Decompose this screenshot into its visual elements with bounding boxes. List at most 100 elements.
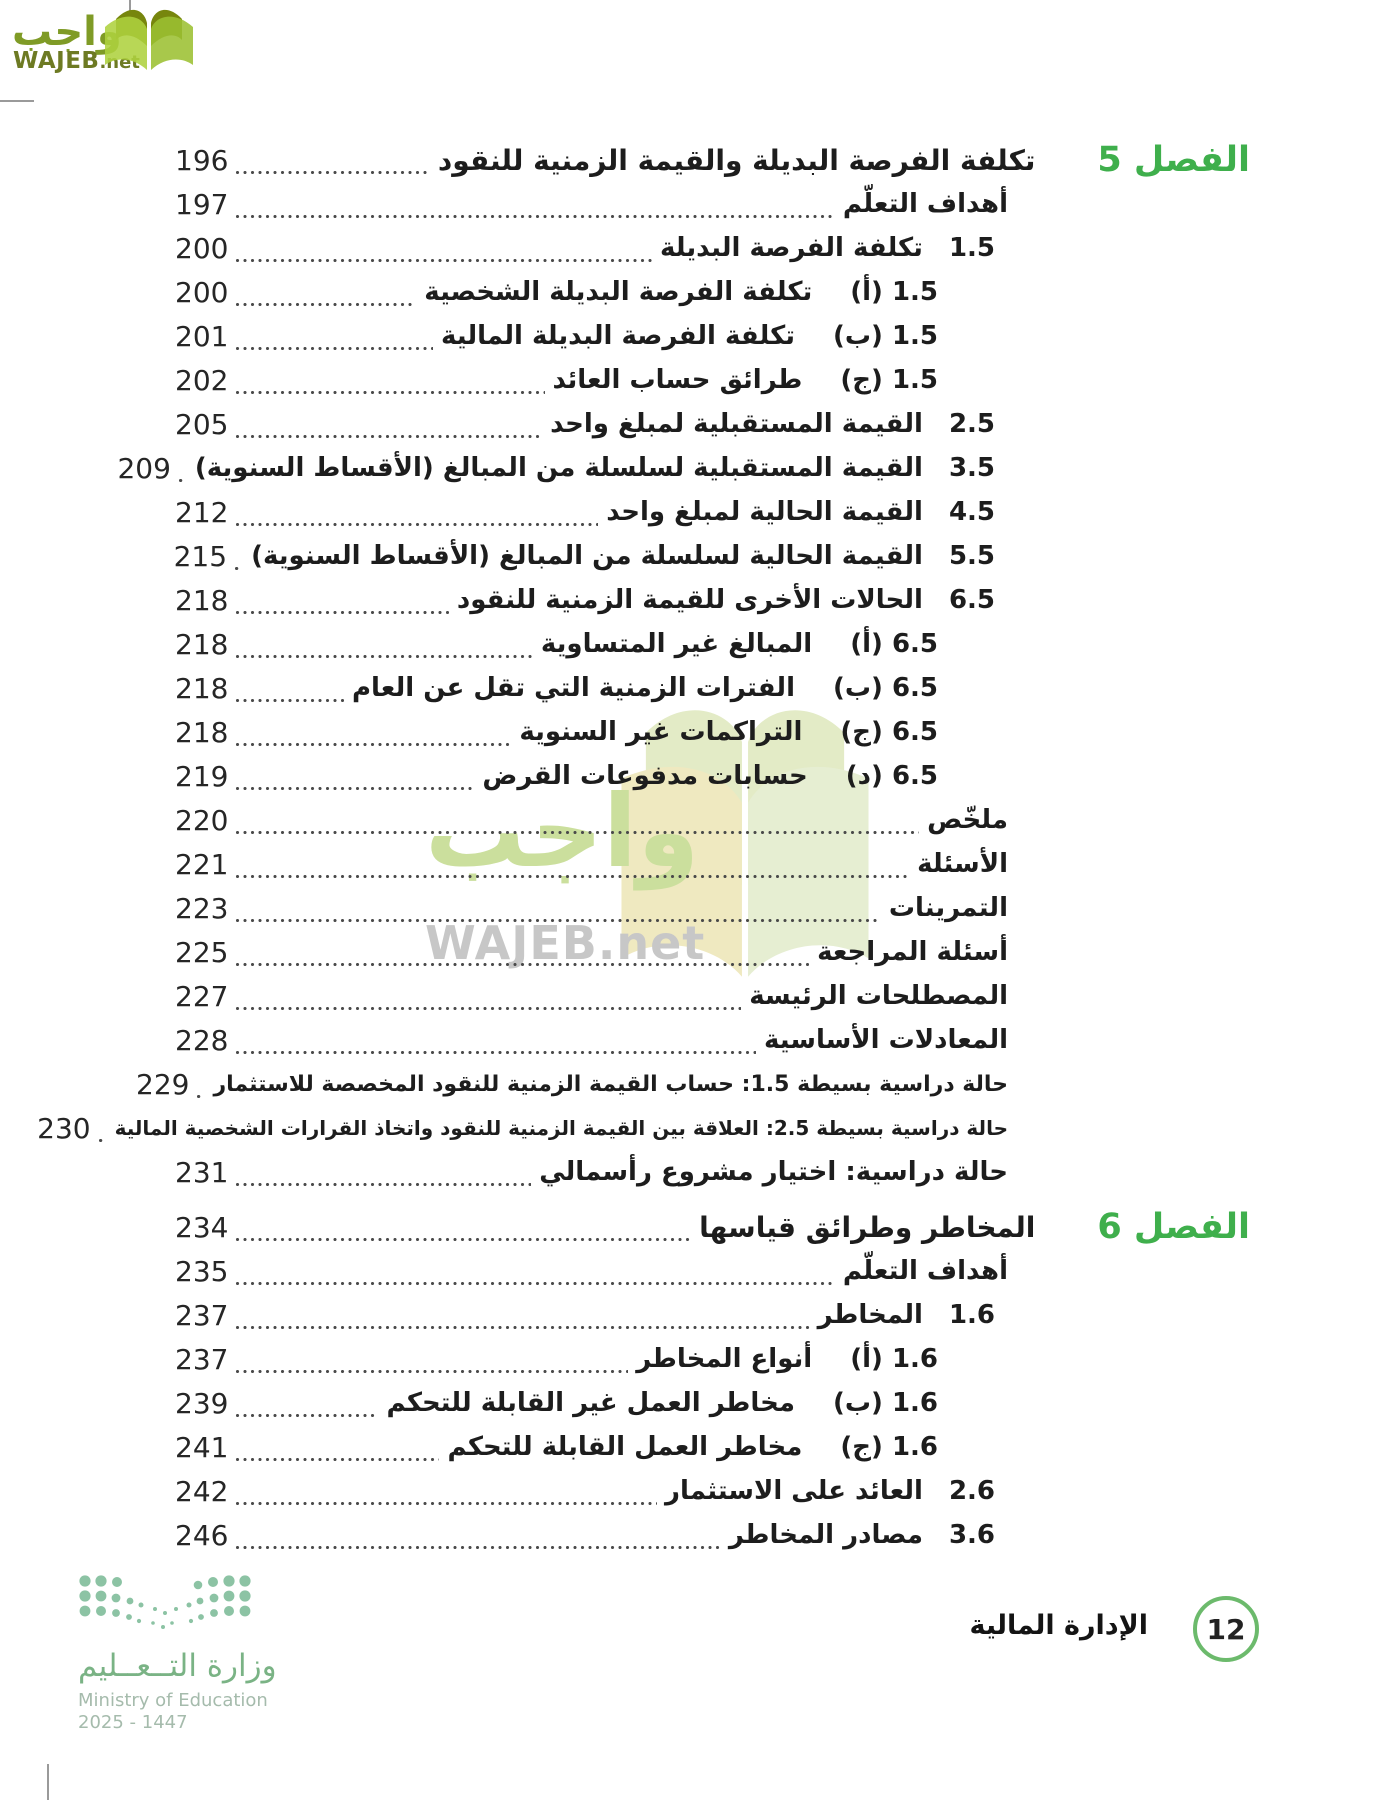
toc-section-number: 1.5: [948, 233, 995, 263]
toc-section-number: 3.5: [948, 453, 995, 483]
toc-section-number: 2.5: [948, 409, 995, 439]
toc-page-number: 218: [175, 671, 229, 705]
toc-page-number: 221: [175, 847, 229, 881]
toc-page-number: 228: [175, 1023, 229, 1057]
ministry-name-arabic: وزارة التــعــليم: [78, 1648, 277, 1684]
toc-section-number: 3.6: [948, 1520, 995, 1550]
toc-page-number: 200: [175, 275, 229, 309]
toc-row: 3.5 القيمة المستقبلية لسلسلة من المبالغ (…: [117, 446, 1250, 490]
toc-row: 2.5 القيمة المستقبلية لمبلغ واحد 205: [175, 402, 1250, 446]
toc-entry-title: التراكمات غير السنوية: [519, 717, 803, 747]
toc-section-number: 6.5: [948, 585, 995, 615]
toc-section-number: 6.5 (ج): [840, 717, 938, 747]
dots-leader: [236, 610, 449, 614]
dots-leader: [236, 302, 417, 306]
toc-row: أسئلة المراجعة 225: [175, 930, 1250, 974]
footer-page-number: 12: [1206, 1612, 1246, 1646]
wajeb-logo-arabic: واجب: [12, 9, 122, 55]
toc-row: 1.6 (ب) مخاطر العمل غير القابلة للتحكم 239: [175, 1381, 1250, 1425]
toc-entry-title: القيمة الحالية لمبلغ واحد: [606, 497, 923, 527]
section-gap: [175, 1194, 1250, 1205]
toc-page-number: 215: [173, 539, 228, 573]
dots-leader: [236, 1237, 692, 1241]
toc-entry-title: المبالغ غير المتساوية: [540, 629, 813, 659]
dots-leader: [236, 742, 512, 746]
toc-entry-title: القيمة المستقبلية لمبلغ واحد: [550, 409, 923, 439]
toc-row: الفصل 5 تكلفة الفرصة البديلة والقيمة الزم…: [175, 138, 1250, 182]
toc-entry-title: تكلفة الفرصة البديلة الشخصية: [424, 277, 813, 307]
toc-row: 1.5 (ج) طرائق حساب العائد 202: [175, 358, 1250, 402]
toc-section-number: 1.6 (أ): [850, 1344, 938, 1374]
toc-entry-title: العائد على الاستثمار: [665, 1476, 923, 1506]
toc-row: التمرينات 223: [175, 886, 1250, 930]
dots-leader: [236, 1457, 440, 1461]
footer-page-number-badge: 12: [1193, 1596, 1259, 1662]
toc-row: 1.6 (أ) أنواع المخاطر 237: [175, 1337, 1250, 1381]
toc-entry-title: أسئلة المراجعة: [817, 937, 1008, 967]
toc-section-number: 6.5 (ب): [832, 673, 938, 703]
dots-leader: [236, 434, 543, 438]
toc-row: الفصل 6 المخاطر وطرائق قياسها 234: [175, 1205, 1250, 1249]
toc-entry-title: الحالات الأخرى للقيمة الزمنية للنقود: [456, 585, 923, 615]
toc-section-number: 6.5 (أ): [850, 629, 938, 659]
dots-leader: [236, 874, 910, 878]
toc-page-number: 246: [175, 1518, 229, 1552]
toc-entry-title: الفترات الزمنية التي تقل عن العام: [351, 673, 795, 703]
toc-page-number: 196: [175, 143, 229, 177]
ministry-name-english: Ministry of Education: [78, 1690, 268, 1711]
ministry-years: 2025 - 1447: [78, 1712, 188, 1733]
toc-page-number: 218: [175, 627, 229, 661]
dots-leader: [235, 566, 244, 570]
dots-leader: [236, 1182, 532, 1186]
toc-section-number: 2.6: [948, 1476, 995, 1506]
toc-row: 3.6 مصادر المخاطر 246: [175, 1513, 1250, 1557]
dots-leader: [236, 962, 810, 966]
toc-entry-title: ملخّص: [927, 805, 1008, 835]
toc-row: 1.5 (أ) تكلفة الفرصة البديلة الشخصية 200: [175, 270, 1250, 314]
toc-section-number: 1.6 (ج): [840, 1432, 938, 1462]
toc-page-number: 237: [175, 1298, 229, 1332]
toc-page-number: 219: [175, 759, 229, 793]
toc-entry-title: التمرينات: [888, 893, 1008, 923]
toc-entry-title: الأسئلة: [917, 849, 1008, 879]
dots-leader: [236, 390, 545, 394]
footer-book-title: الإدارة المالية: [969, 1610, 1148, 1641]
toc-entry-title: المخاطر: [817, 1300, 923, 1330]
toc-row: 1.5 تكلفة الفرصة البديلة 200: [175, 226, 1250, 270]
toc-row: ملخّص 220: [175, 798, 1250, 842]
toc-page-number: 231: [175, 1155, 229, 1189]
dots-leader: [236, 1281, 835, 1285]
toc-entry-title: القيمة المستقبلية لسلسلة من المبالغ (الأ…: [194, 453, 923, 483]
toc-row: المعادلات الأساسية 228: [175, 1018, 1250, 1062]
toc-section-number: 1.6 (ب): [832, 1388, 938, 1418]
toc-section-number: 4.5: [948, 497, 995, 527]
toc-page-number: 227: [175, 979, 229, 1013]
dots-leader: [236, 1369, 629, 1373]
toc-page-number: 229: [136, 1067, 190, 1101]
toc-section-number: 1.5 (أ): [850, 277, 938, 307]
toc-row: الأسئلة 221: [175, 842, 1250, 886]
toc-section-number: 1.5 (ب): [832, 321, 938, 351]
dots-leader: [178, 478, 187, 482]
dots-leader: [236, 786, 475, 790]
toc-row: المصطلحات الرئيسة 227: [175, 974, 1250, 1018]
toc-row: حالة دراسية: اختيار مشروع رأسمالي 231: [175, 1150, 1250, 1194]
toc-row: 5.5 القيمة الحالية لسلسلة من المبالغ (الأ…: [173, 534, 1250, 578]
ministry-logo: وزارة التــعــليم Ministry of Education …: [75, 1572, 285, 1733]
toc-row: 2.6 العائد على الاستثمار 242: [175, 1469, 1250, 1513]
toc-section-number: 1.6: [948, 1300, 995, 1330]
toc-page-number: 218: [175, 583, 229, 617]
toc-row: 6.5 (ج) التراكمات غير السنوية 218: [175, 710, 1250, 754]
dots-leader: [98, 1138, 107, 1142]
toc-page-number: 220: [175, 803, 229, 837]
toc-row: حالة دراسية بسيطة 2.5: العلاقة بين القيم…: [37, 1106, 1250, 1150]
toc-page-number: 218: [175, 715, 229, 749]
toc-page-number: 237: [175, 1342, 229, 1376]
open-book-icon: [103, 4, 195, 82]
chapter-label: الفصل 5: [1097, 140, 1250, 180]
toc-entry-title: المصطلحات الرئيسة: [749, 981, 1008, 1011]
toc-page-number: 197: [175, 187, 229, 221]
toc-entry-title: القيمة الحالية لسلسلة من المبالغ (الأقسا…: [251, 541, 923, 571]
toc-row: 1.6 المخاطر 237: [175, 1293, 1250, 1337]
